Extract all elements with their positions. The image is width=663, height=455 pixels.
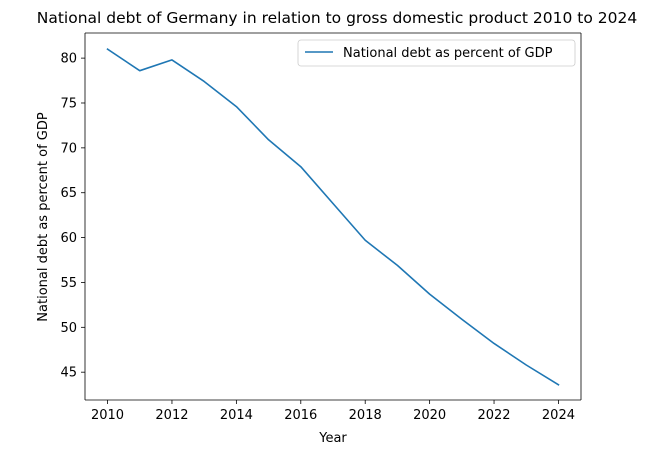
y-tick-label: 70: [60, 141, 77, 156]
y-tick-label: 60: [60, 231, 77, 246]
series-layer: [106, 48, 560, 386]
y-tick-label: 75: [60, 96, 77, 111]
x-tick-label: 2014: [220, 408, 253, 423]
y-tick-label: 65: [60, 186, 77, 201]
y-tick-label: 45: [60, 366, 77, 381]
legend-label: National debt as percent of GDP: [343, 46, 553, 61]
x-tick-label: 2012: [155, 408, 188, 423]
y-tick-label: 55: [60, 276, 77, 291]
chart-title: National debt of Germany in relation to …: [37, 9, 637, 27]
x-tick-label: 2018: [349, 408, 382, 423]
x-tick-label: 2010: [91, 408, 124, 423]
legend: National debt as percent of GDP: [297, 39, 576, 67]
x-tick-label: 2022: [477, 408, 510, 423]
y-axis-ticks: 45 50 55 60 65 70 75 80: [60, 52, 85, 381]
series-line: [106, 48, 560, 386]
x-tick-label: 2024: [542, 408, 575, 423]
y-tick-label: 50: [60, 321, 77, 336]
y-axis-label: National debt as percent of GDP: [36, 112, 51, 322]
y-tick-label: 80: [60, 52, 77, 67]
plot-area: [84, 32, 582, 401]
x-axis-label: Year: [318, 431, 347, 446]
legend-box: [297, 39, 576, 67]
x-tick-label: 2016: [284, 408, 317, 423]
x-axis-ticks: 2010 2012 2014 2016 2018 2020 2022 2024: [91, 400, 575, 423]
x-tick-label: 2020: [413, 408, 446, 423]
